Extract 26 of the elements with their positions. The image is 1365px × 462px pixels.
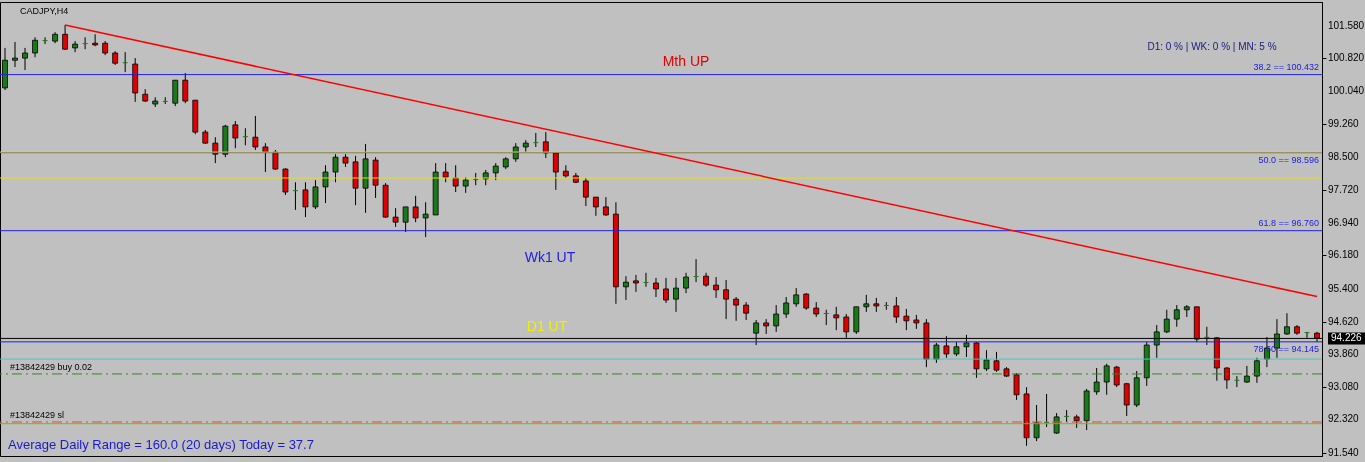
y-tick-label: 97.720 xyxy=(1328,183,1360,195)
ref-line-label: #13842429 buy 0.02 xyxy=(10,361,93,372)
ref-line-label: 50.0 == 98.596 xyxy=(1258,154,1319,165)
annotation: Mth UP xyxy=(662,53,710,69)
chart-title: CADJPY,H4 xyxy=(20,6,69,16)
y-tick-label: 92.320 xyxy=(1328,413,1360,425)
annotation: D1 UT xyxy=(526,318,568,334)
ref-line-label: 94.226 xyxy=(1331,332,1363,344)
y-tick-label: 100.820 xyxy=(1328,52,1365,64)
y-tick-label: 94.620 xyxy=(1328,315,1360,327)
y-tick-label: 93.080 xyxy=(1328,381,1360,393)
y-tick-label: 98.500 xyxy=(1328,150,1360,162)
y-tick-label: 93.860 xyxy=(1328,347,1360,359)
annotation: Average Daily Range = 160.0 (20 days) Today = 37.7 xyxy=(8,437,314,452)
ref-line-label: 38.2 == 100.432 xyxy=(1253,61,1319,72)
y-tick-label: 101.580 xyxy=(1328,19,1365,31)
y-tick-label: 96.180 xyxy=(1328,249,1360,261)
y-tick-label: 95.400 xyxy=(1328,282,1360,294)
ref-line-label: 61.8 == 96.760 xyxy=(1258,217,1319,228)
ref-line-label: #13842429 sl xyxy=(10,409,65,420)
y-tick-label: 100.040 xyxy=(1328,85,1365,97)
y-tick-label: 99.260 xyxy=(1328,118,1360,130)
annotation: Wk1 UT xyxy=(524,249,576,265)
y-tick-label: 91.540 xyxy=(1328,446,1360,458)
y-tick-label: 96.940 xyxy=(1328,217,1360,229)
annotation: D1: 0 % | WK: 0 % | MN: 5 % xyxy=(1147,41,1277,52)
